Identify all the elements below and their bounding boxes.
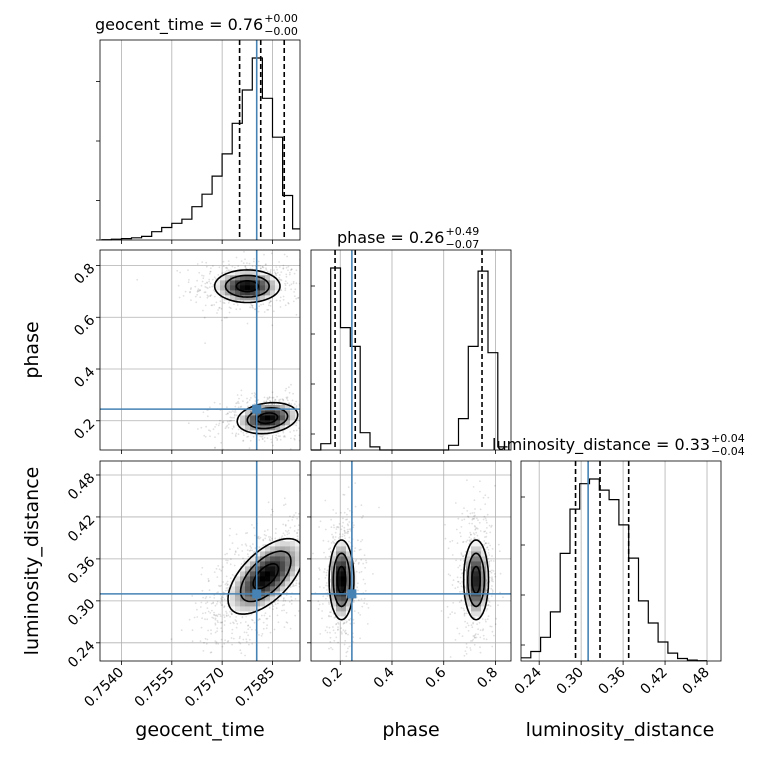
hist-panel-phase bbox=[310, 249, 512, 454]
title-sub: −0.04 bbox=[711, 445, 745, 458]
title-main: luminosity_distance = 0.33 bbox=[492, 435, 710, 455]
y-axis-label-phase: phase bbox=[21, 321, 43, 378]
contour bbox=[328, 539, 355, 621]
x-axis-label-luminosity_distance: luminosity_distance bbox=[526, 719, 715, 741]
title-sup: +0.00 bbox=[264, 12, 298, 25]
hist-panel-luminosity_distance bbox=[520, 460, 722, 665]
title-main: geocent_time = 0.76 bbox=[95, 15, 263, 35]
title-phase: phase = 0.26 +0.49−0.07 bbox=[337, 225, 479, 251]
truth-marker bbox=[347, 589, 357, 599]
contour bbox=[336, 565, 347, 595]
title-sup: +0.04 bbox=[711, 432, 745, 445]
contour bbox=[235, 280, 259, 293]
contour bbox=[332, 552, 351, 608]
contour-lines bbox=[328, 539, 490, 621]
truth-marker bbox=[252, 589, 262, 599]
scatter-panel-geocent_time-luminosity_distance bbox=[96, 460, 301, 665]
contour bbox=[252, 563, 280, 590]
histogram-step bbox=[101, 57, 300, 241]
y-axis-label-luminosity_distance: luminosity_distance bbox=[21, 467, 43, 656]
panel-border bbox=[99, 39, 301, 241]
contour bbox=[471, 565, 481, 595]
contour-lines bbox=[227, 537, 300, 615]
panel-border bbox=[310, 460, 512, 662]
panel-border bbox=[520, 460, 722, 662]
hist-panel-geocent_time bbox=[96, 39, 301, 244]
panel-border bbox=[310, 249, 512, 451]
contour bbox=[239, 550, 292, 603]
contour bbox=[467, 552, 486, 608]
title-sub: −0.00 bbox=[264, 25, 298, 38]
title-luminosity_distance: luminosity_distance = 0.33 +0.04−0.04 bbox=[492, 432, 745, 458]
scatter-panel-phase-luminosity_distance bbox=[307, 460, 512, 665]
x-axis-label-geocent_time: geocent_time bbox=[135, 719, 264, 741]
contour bbox=[213, 269, 281, 304]
panel-border bbox=[99, 460, 301, 662]
title-geocent_time: geocent_time = 0.76 +0.00−0.00 bbox=[95, 12, 298, 38]
contour bbox=[462, 539, 490, 621]
title-sup: +0.49 bbox=[445, 225, 479, 238]
x-axis-label-phase: phase bbox=[382, 719, 439, 741]
scatter-panel-geocent_time-phase bbox=[96, 249, 301, 454]
title-main: phase = 0.26 bbox=[337, 228, 444, 247]
contour bbox=[236, 401, 299, 435]
contour bbox=[224, 274, 270, 298]
truth-marker bbox=[252, 404, 262, 414]
panel-border bbox=[99, 249, 301, 451]
contour bbox=[227, 537, 300, 615]
title-sub: −0.07 bbox=[445, 238, 479, 251]
histogram-step bbox=[521, 478, 707, 662]
